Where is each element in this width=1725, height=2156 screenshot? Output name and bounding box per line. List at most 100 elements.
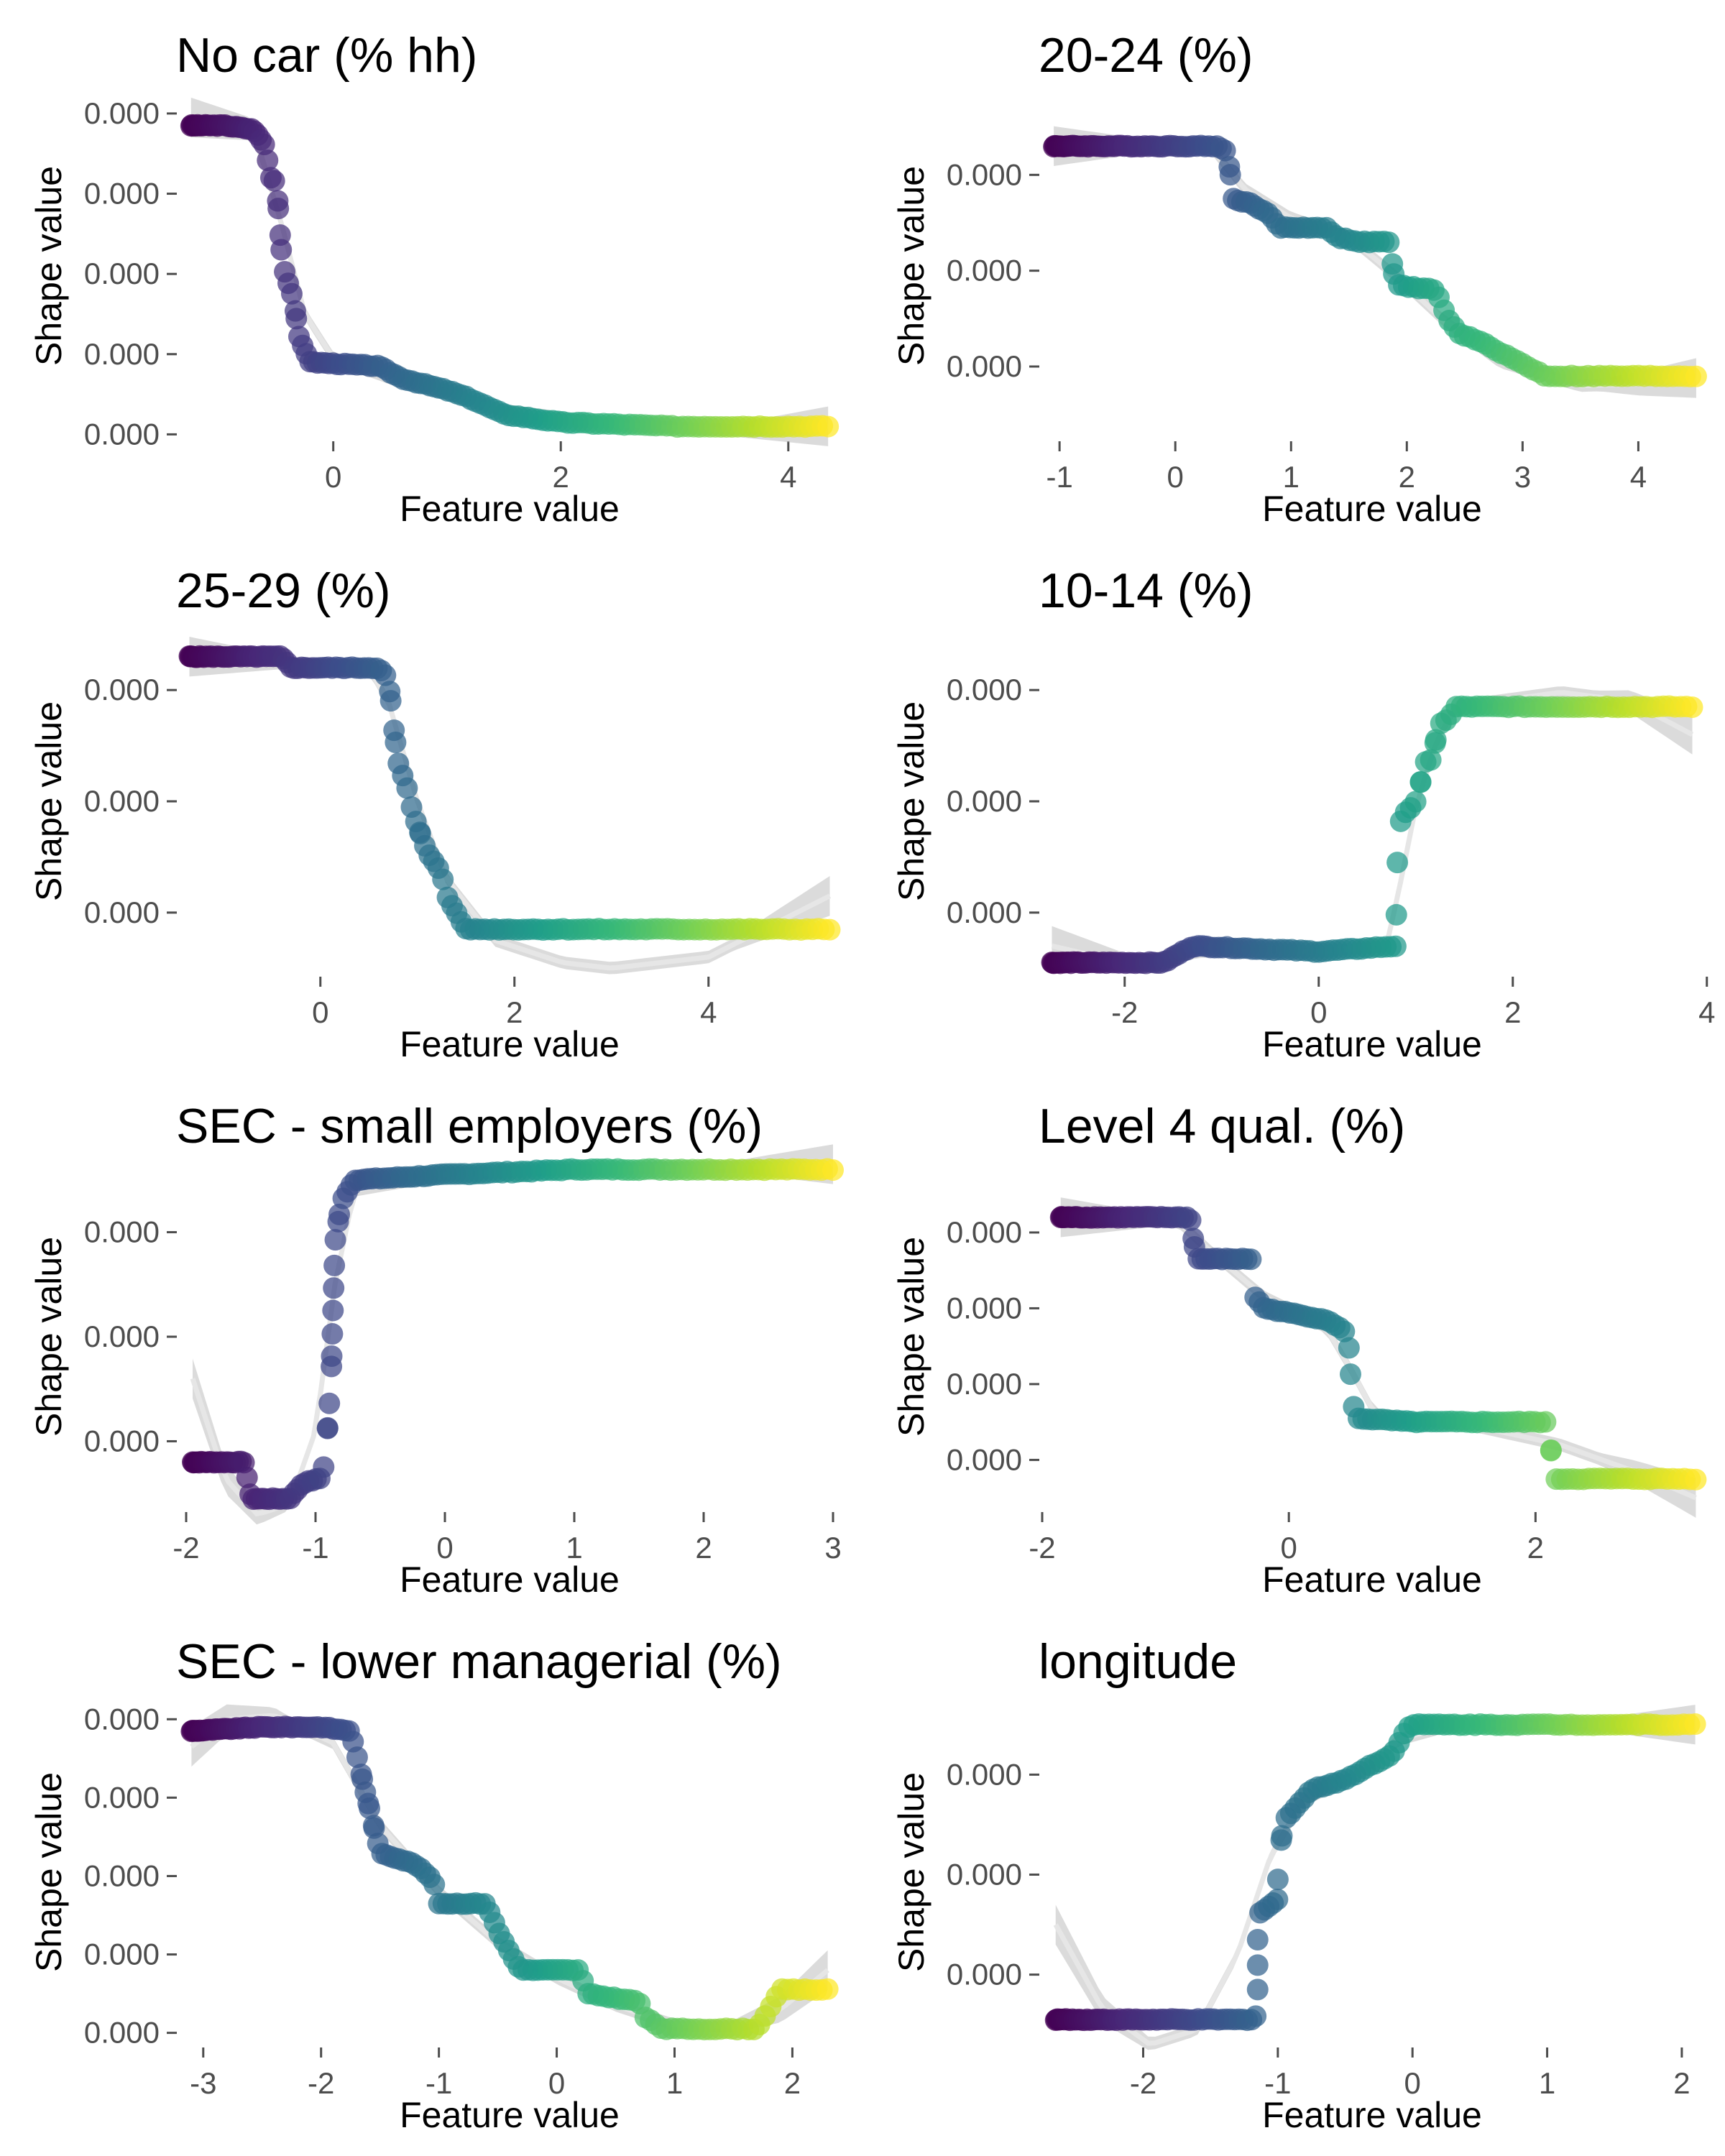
- data-point: [1404, 791, 1427, 813]
- data-point: [822, 1159, 844, 1181]
- data-point: [1214, 139, 1236, 162]
- x-tick-label: 1: [666, 2066, 683, 2100]
- y-tick-label: 0.000: [84, 1215, 160, 1249]
- confidence-band: [193, 1144, 833, 1525]
- data-point: [1246, 1978, 1269, 2001]
- y-tick-label: 0.000: [84, 673, 160, 706]
- y-axis-label: Shape value: [891, 701, 932, 901]
- scatter-points: [180, 1715, 839, 2041]
- scatter-points: [182, 1158, 844, 1511]
- y-tick-label: 0.000: [947, 1442, 1022, 1476]
- data-point: [351, 1768, 374, 1790]
- x-axis-label: Feature value: [1262, 1560, 1482, 1600]
- y-tick-label: 0.000: [947, 254, 1022, 287]
- x-tick-label: 1: [566, 1531, 582, 1565]
- x-tick-label: 0: [1167, 460, 1184, 494]
- data-point: [313, 1456, 335, 1478]
- y-tick-label: 0.000: [84, 1938, 160, 1971]
- data-point: [324, 1229, 346, 1251]
- data-point: [236, 1466, 258, 1488]
- y-tick-label: 0.000: [947, 157, 1022, 191]
- panel-4: 10-14 (%) Shape value Feature value 0.000 0.…: [891, 563, 1715, 1064]
- y-tick-label: 0.000: [84, 96, 160, 130]
- y-tick-label: 0.000: [84, 1858, 160, 1892]
- data-point: [1540, 1439, 1562, 1462]
- y-tick-label: 0.000: [947, 673, 1022, 706]
- x-tick-label: -2: [1130, 2066, 1156, 2100]
- x-tick-label: 4: [700, 995, 717, 1029]
- panel-1: No car (% hh) Shape value Feature value 0.0…: [29, 28, 840, 529]
- data-point: [1378, 231, 1400, 254]
- smooth-fit-line: [190, 1161, 834, 1517]
- x-tick-label: 2: [1399, 460, 1415, 494]
- data-point: [374, 664, 397, 686]
- panel-title: No car (% hh): [176, 28, 477, 83]
- data-point: [1240, 1248, 1262, 1271]
- data-point: [263, 170, 285, 192]
- scatter-points: [1041, 695, 1703, 975]
- data-point: [1219, 164, 1241, 186]
- panel-title: longitude: [1039, 1634, 1237, 1689]
- x-tick-label: 2: [1504, 995, 1521, 1029]
- data-point: [1338, 1337, 1360, 1359]
- scatter-points: [1044, 1713, 1706, 2032]
- data-point: [1685, 1468, 1707, 1491]
- x-tick-label: 0: [1280, 1531, 1297, 1565]
- data-point: [1179, 1209, 1202, 1231]
- data-point: [409, 821, 431, 844]
- x-tick-label: 0: [1404, 2066, 1421, 2100]
- scatter-points: [178, 645, 841, 941]
- x-tick-label: -2: [1029, 1531, 1055, 1565]
- x-axis-label: Feature value: [400, 489, 620, 529]
- x-tick-label: -2: [1111, 995, 1138, 1029]
- data-point: [1681, 696, 1703, 719]
- data-point: [1684, 1713, 1706, 1736]
- y-tick-label: 0.000: [947, 1958, 1022, 1991]
- data-point: [357, 1792, 380, 1815]
- panel-title: 25-29 (%): [176, 563, 391, 618]
- x-axis-label: Feature value: [400, 2095, 620, 2135]
- scatter-points: [1049, 1205, 1707, 1491]
- data-point: [380, 690, 402, 712]
- data-point: [321, 1323, 344, 1345]
- x-tick-label: 2: [784, 2066, 801, 2100]
- x-axis-label: Feature value: [400, 1560, 620, 1600]
- y-tick-label: 0.000: [84, 257, 160, 290]
- confidence-band: [191, 1704, 828, 2033]
- data-point: [396, 777, 418, 799]
- panel-5: SEC - small employers (%) Shape value Feat…: [29, 1099, 844, 1600]
- data-point: [817, 415, 840, 438]
- x-tick-label: 4: [780, 460, 796, 494]
- data-point: [1270, 1829, 1292, 1851]
- y-tick-label: 0.000: [84, 417, 160, 451]
- x-tick-label: 0: [325, 460, 341, 494]
- data-point: [1424, 732, 1446, 754]
- x-axis-label: Feature value: [400, 1024, 620, 1064]
- data-point: [1339, 1363, 1361, 1386]
- y-axis-label: Shape value: [891, 1772, 932, 1972]
- data-point: [327, 1210, 349, 1233]
- smooth-fit-line: [1054, 143, 1697, 389]
- data-point: [1420, 749, 1442, 771]
- y-axis-label: Shape value: [29, 1772, 69, 1972]
- y-tick-label: 0.000: [84, 177, 160, 211]
- confidence-band: [1054, 126, 1696, 398]
- panel-7: SEC - lower managerial (%) Shape value Fea…: [29, 1634, 839, 2135]
- y-tick-label: 0.000: [84, 1780, 160, 1814]
- data-point: [1246, 1954, 1269, 1976]
- x-tick-label: 2: [1527, 1531, 1544, 1565]
- x-tick-label: 2: [1673, 2066, 1690, 2100]
- data-point: [1266, 1869, 1289, 1891]
- data-point: [316, 1416, 339, 1439]
- x-tick-label: 2: [695, 1531, 712, 1565]
- data-point: [257, 149, 279, 172]
- x-tick-label: 4: [1698, 995, 1715, 1029]
- y-tick-label: 0.000: [947, 784, 1022, 818]
- x-tick-label: -2: [172, 1531, 199, 1565]
- data-point: [1385, 903, 1407, 926]
- x-tick-label: 0: [548, 2066, 565, 2100]
- data-point: [323, 1254, 346, 1276]
- x-tick-label: -3: [190, 2066, 216, 2100]
- x-tick-label: 4: [1630, 460, 1647, 494]
- data-point: [1685, 365, 1707, 387]
